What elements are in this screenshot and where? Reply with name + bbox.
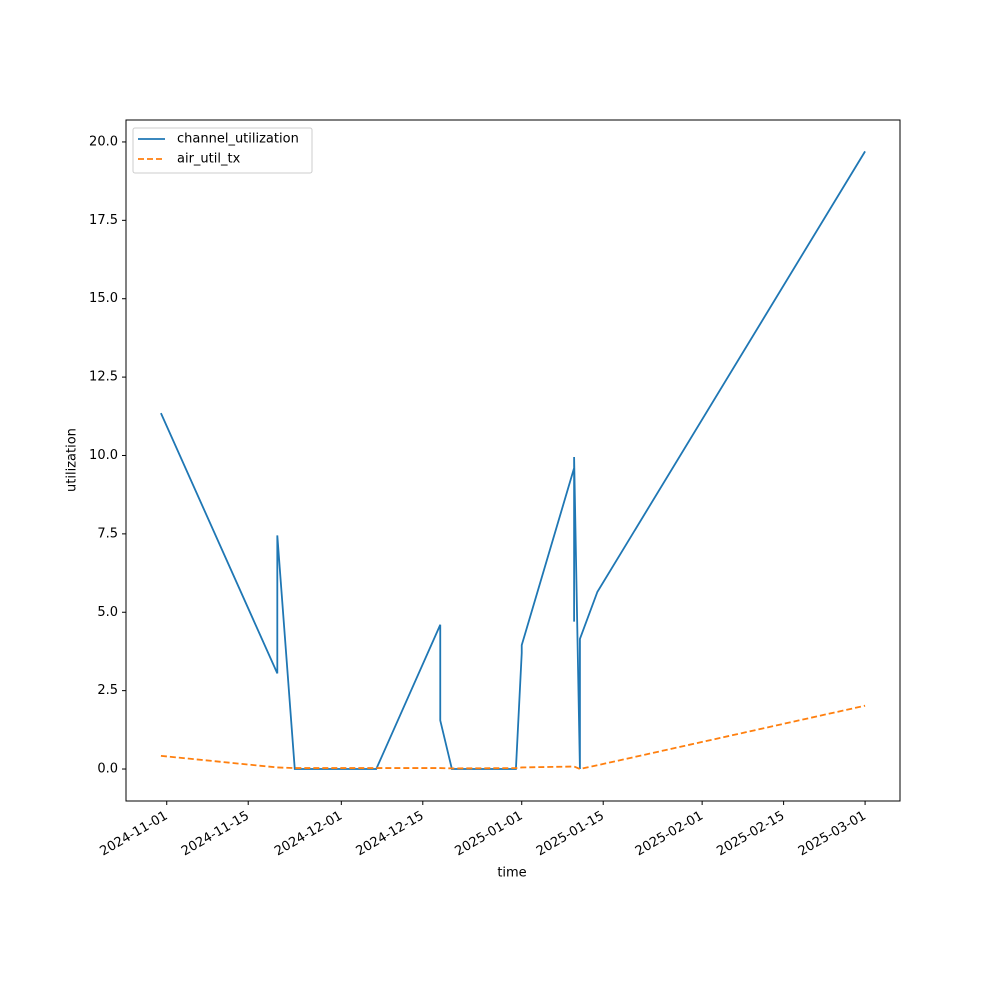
x-axis-label: time: [497, 866, 526, 881]
x-tick-label: 2024-11-01: [98, 809, 171, 860]
x-tick-label: 2025-02-15: [714, 809, 787, 860]
legend-label: air_util_tx: [177, 152, 241, 167]
y-tick-label: 17.5: [89, 213, 118, 228]
y-axis-label: utilization: [65, 428, 80, 492]
x-tick-label: 2025-03-01: [796, 809, 869, 860]
x-tick-label: 2024-12-15: [354, 809, 427, 860]
x-tick-label: 2025-01-15: [534, 809, 607, 860]
series-line: [160, 704, 866, 770]
x-tick-label: 2025-02-01: [633, 809, 706, 860]
legend-box: [132, 127, 313, 174]
y-tick-label: 20.0: [89, 134, 118, 149]
y-tick-label: 10.0: [89, 448, 118, 463]
y-tick-label: 15.0: [89, 291, 118, 306]
y-tick-label: 5.0: [97, 605, 118, 620]
x-tick-label: 2025-01-01: [453, 809, 526, 860]
y-tick-label: 0.0: [97, 762, 118, 777]
x-tick-label: 2024-12-01: [272, 809, 345, 860]
y-tick-label: 12.5: [89, 370, 118, 385]
plot-frame: [125, 119, 901, 802]
series-line: [160, 150, 866, 770]
legend-label: channel_utilization: [177, 132, 299, 147]
y-tick-label: 7.5: [97, 526, 118, 541]
y-tick-label: 2.5: [97, 683, 118, 698]
x-tick-label: 2024-11-15: [179, 809, 252, 860]
